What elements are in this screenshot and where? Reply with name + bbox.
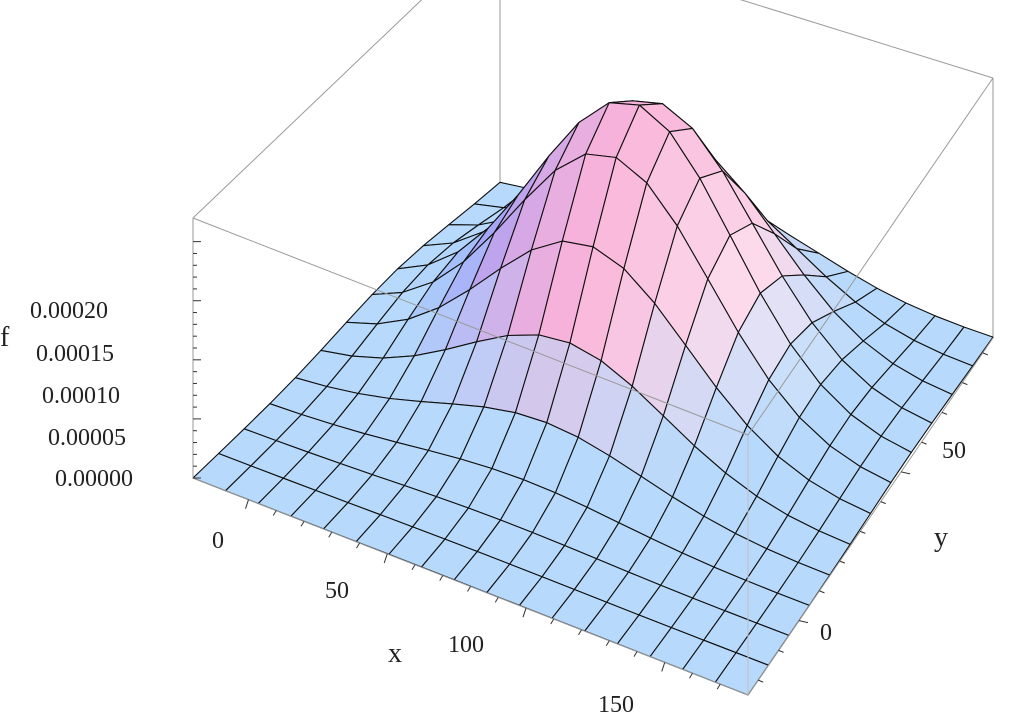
x-tick-label: 0: [212, 528, 224, 554]
y-tick-label: 50: [942, 438, 966, 464]
x-tick-label: 100: [448, 632, 484, 658]
x-tick-mark: [633, 651, 638, 657]
z-tick-label: 0.00020: [30, 298, 108, 324]
y-tick-mark: [962, 382, 968, 386]
y-tick-mark: [880, 501, 886, 505]
box-edge: [192, 0, 423, 219]
axis-ticks: [193, 241, 988, 690]
z-axis-label: f: [0, 322, 10, 353]
y-tick-mark: [839, 560, 846, 564]
y-tick-mark: [982, 352, 988, 356]
z-tick-label: 0.00010: [42, 383, 120, 409]
x-tick-mark: [661, 662, 666, 672]
x-tick-mark: [467, 586, 471, 592]
x-tick-label: 150: [598, 692, 634, 718]
y-tick-label: 0: [820, 620, 832, 646]
x-tick-mark: [439, 575, 444, 581]
bounding-box-front: [192, 77, 994, 696]
z-tick-label: 0.00005: [48, 425, 126, 451]
z-tick-label: 0.00000: [55, 466, 133, 492]
x-tick-mark: [383, 553, 388, 564]
x-tick-mark: [605, 640, 610, 647]
surface-mesh: [192, 100, 994, 696]
x-tick-mark: [411, 564, 416, 571]
x-tick-mark: [550, 618, 555, 625]
box-edge: [747, 337, 994, 696]
x-tick-mark: [245, 499, 249, 509]
x-tick-mark: [716, 683, 721, 690]
box-edge: [192, 217, 749, 436]
x-tick-mark: [522, 608, 527, 618]
y-tick-mark: [941, 411, 948, 415]
box-edge: [739, 0, 994, 79]
x-tick-mark: [689, 673, 693, 679]
x-tick-mark: [356, 542, 360, 549]
y-tick-mark: [901, 471, 911, 475]
x-tick-label: 50: [325, 578, 349, 604]
x-tick-mark: [272, 510, 277, 516]
x-tick-mark: [494, 597, 499, 603]
y-tick-mark: [921, 441, 927, 445]
x-tick-mark: [328, 531, 333, 538]
y-tick-mark: [758, 679, 764, 683]
y-axis-label: y: [934, 522, 948, 553]
x-axis-label: x: [388, 638, 402, 669]
box-edge: [747, 77, 994, 436]
y-tick-mark: [778, 649, 784, 653]
y-tick-mark: [798, 620, 809, 624]
y-tick-mark: [819, 590, 825, 594]
z-tick-label: 0.00015: [36, 341, 114, 367]
x-tick-mark: [578, 629, 582, 636]
x-tick-mark: [300, 521, 305, 527]
y-tick-mark: [860, 530, 866, 534]
